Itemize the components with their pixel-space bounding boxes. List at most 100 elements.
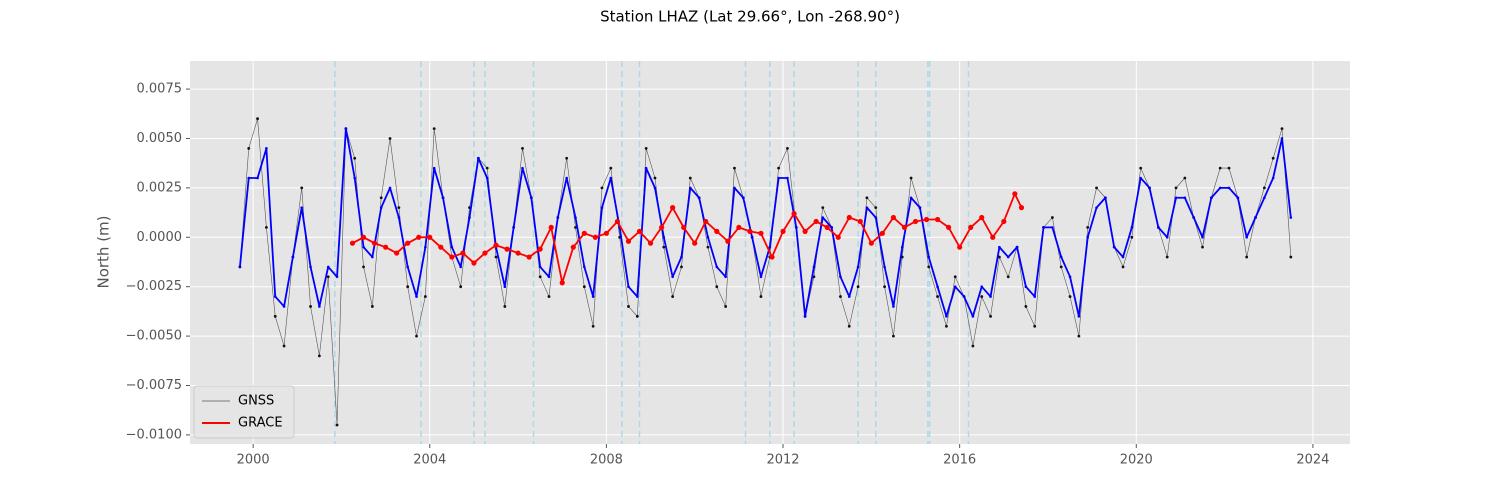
chart-title: Station LHAZ (Lat 29.66°, Lon -268.90°) [600,8,900,26]
data-point [1183,196,1187,200]
data-point [526,254,532,260]
data-point [256,117,259,121]
data-point [847,324,851,328]
data-point [736,224,742,231]
data-point [521,166,524,170]
data-point [264,226,268,229]
data-point [273,295,277,298]
data-point [485,166,489,170]
data-point [300,206,304,209]
data-point [1024,305,1028,308]
data-point [945,324,948,328]
data-point [591,295,595,298]
data-point [570,244,576,250]
data-point [1139,166,1143,170]
data-point [574,216,577,219]
data-point [344,127,348,130]
data-point [388,186,392,190]
data-point [953,285,957,288]
data-point [449,254,455,260]
data-point [658,224,665,231]
data-point [565,176,568,180]
data-point [636,228,643,234]
data-point [247,176,251,180]
data-point [715,285,719,289]
data-point [468,216,471,219]
data-point [1245,255,1249,259]
data-point [309,305,312,308]
data-point [1192,216,1195,219]
data-point [812,265,816,269]
x-tick-label: 2000 [237,453,270,468]
data-point [326,275,330,279]
data-point [1218,186,1222,190]
data-point [1174,186,1178,190]
data-point [326,265,330,269]
data-point [574,226,577,229]
data-point [636,295,639,298]
data-point [300,186,304,190]
data-point [394,250,400,256]
data-point [856,265,860,269]
data-point [697,196,701,200]
data-point [883,265,886,269]
data-point [515,250,521,256]
data-point [353,176,357,180]
data-point [1018,205,1025,211]
x-tick-label: 2008 [590,453,623,468]
data-point [821,216,825,219]
data-point [653,186,657,190]
data-point [688,186,692,190]
legend: GNSS GRACE [193,385,295,439]
data-point [371,255,374,259]
data-point [273,314,277,318]
data-point [1174,196,1178,200]
data-point [780,228,786,234]
data-point [406,265,409,269]
x-tick-label: 2004 [413,453,446,468]
data-point [256,176,259,180]
data-point [892,305,895,308]
legend-label: GRACE [238,416,283,431]
data-point [1139,176,1142,180]
data-point [459,285,463,289]
data-point [1157,226,1160,229]
data-point [1015,245,1019,249]
data-point [379,206,383,209]
data-point [812,275,816,279]
data-point [909,196,913,200]
data-point [556,216,560,219]
y-tick-label: 0.0075 [137,82,183,97]
data-point [353,156,357,160]
data-point [768,245,772,249]
data-point [1289,216,1293,219]
data-point [874,206,878,210]
data-point [868,240,874,246]
data-point [1051,226,1054,229]
data-point [998,245,1001,249]
data-point [1201,235,1204,239]
data-point [957,244,963,250]
data-point [600,206,604,209]
data-point [813,218,819,225]
data-point [512,226,515,229]
data-point [627,305,630,308]
data-point [1077,334,1081,338]
data-point [879,230,885,236]
data-point [547,295,551,298]
data-point [945,315,948,318]
data-point [349,240,356,246]
data-point [238,265,242,269]
data-point [1024,285,1028,288]
data-point [538,265,542,269]
data-point [538,275,542,279]
data-point [1059,255,1063,259]
data-point [953,275,957,279]
y-tick-label: 0.0025 [137,180,183,195]
data-point [747,228,753,234]
data-point [971,315,975,318]
data-point [830,226,833,229]
data-point [583,265,586,269]
data-point [1086,235,1090,239]
data-point [901,224,908,231]
